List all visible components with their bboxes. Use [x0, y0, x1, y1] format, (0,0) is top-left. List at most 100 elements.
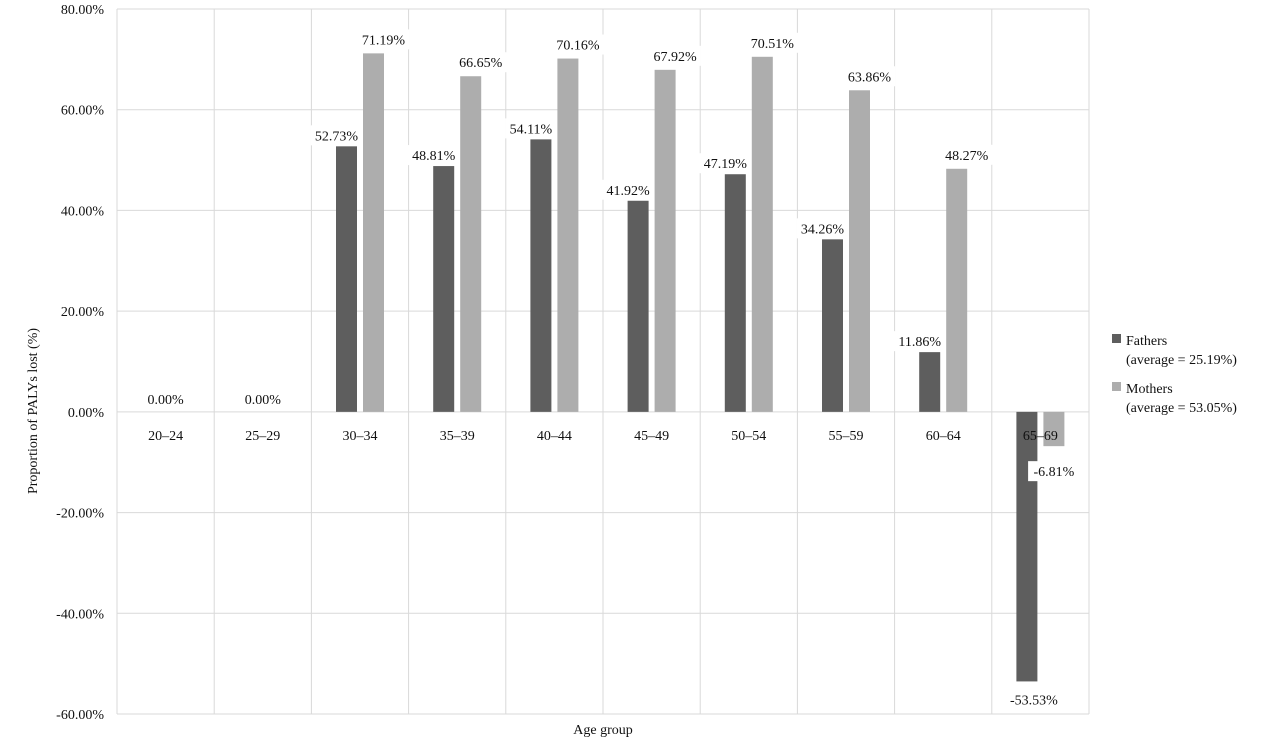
- y-tick-label: -60.00%: [56, 708, 104, 723]
- y-tick-label: 80.00%: [61, 3, 105, 18]
- data-label-fathers: 34.26%: [796, 218, 849, 239]
- data-label-background: [357, 29, 410, 50]
- data-label-background: [843, 66, 896, 87]
- data-label-background: [407, 145, 460, 166]
- data-label-text: 48.27%: [945, 149, 989, 164]
- category-label: 20–24: [148, 429, 183, 444]
- y-tick-label: 20.00%: [61, 305, 105, 320]
- data-label-text: -6.81%: [1033, 465, 1074, 480]
- data-label-text: 70.16%: [556, 39, 600, 54]
- category-labels: 20–24 25–29 30–34 35–39 40–44 45–49 50–54 55–59…: [148, 429, 1058, 444]
- data-label-background: [649, 45, 701, 66]
- legend-swatch-mothers: [1112, 382, 1121, 391]
- data-label-background: [893, 331, 946, 352]
- category-label: 60–64: [926, 429, 961, 444]
- category-label: 55–59: [829, 429, 864, 444]
- data-label-fathers: 0.00%: [240, 388, 285, 409]
- category-label: 35–39: [440, 429, 475, 444]
- data-labels: 0.00% 0.00% 52.73% 71.19% 48.81% 66.65% 54.11%…: [143, 29, 1080, 710]
- data-label-background: [699, 153, 752, 174]
- legend: Fathers (average = 25.19%) Mothers (aver…: [1112, 334, 1237, 416]
- y-tick-label: -20.00%: [56, 507, 104, 522]
- bar-layer: [336, 53, 1065, 682]
- data-label-text: 34.26%: [801, 222, 845, 237]
- bar-fathers-9: [1016, 411, 1038, 682]
- data-label-fathers: 11.86%: [893, 331, 946, 352]
- y-axis-title: Proportion of PALYs lost (%): [26, 328, 41, 494]
- data-label-background: [746, 32, 799, 53]
- data-label-background: [143, 388, 188, 409]
- data-label-background: [240, 388, 285, 409]
- bar-fathers-8: [919, 352, 941, 412]
- data-label-fathers: 0.00%: [143, 388, 188, 409]
- y-tick-label: -40.00%: [56, 607, 104, 622]
- data-label-text: 0.00%: [148, 393, 185, 408]
- legend-label-mothers: Mothers: [1126, 382, 1173, 397]
- data-label-mothers: 63.86%: [843, 66, 896, 87]
- legend-note-fathers: (average = 25.19%): [1126, 353, 1237, 368]
- category-label: 30–34: [343, 429, 378, 444]
- data-label-background: [454, 52, 507, 73]
- bar-fathers-6: [724, 174, 746, 412]
- data-label-background: [1004, 689, 1064, 710]
- bar-mothers-5: [654, 69, 676, 412]
- data-label-mothers: 66.65%: [454, 52, 507, 73]
- category-label: 50–54: [731, 429, 766, 444]
- y-tick-labels: 80.00% 60.00% 40.00% 20.00% 0.00% -20.00% -40.…: [56, 3, 104, 723]
- data-label-fathers: -53.53%: [1004, 689, 1064, 710]
- category-label: 40–44: [537, 429, 572, 444]
- grid-layer: [116, 8, 1090, 715]
- data-label-text: 0.00%: [245, 393, 282, 408]
- data-label-background: [602, 179, 654, 200]
- data-label-background: [940, 144, 993, 165]
- bar-fathers-5: [627, 200, 649, 412]
- data-label-fathers: 47.19%: [699, 153, 752, 174]
- data-label-mothers: 70.16%: [552, 34, 604, 55]
- data-label-mothers: 48.27%: [940, 144, 993, 165]
- y-tick-label: 40.00%: [61, 204, 105, 219]
- data-label-text: -53.53%: [1010, 693, 1058, 708]
- data-label-background: [552, 34, 604, 55]
- bar-mothers-3: [460, 76, 482, 412]
- data-label-mothers: -6.81%: [1028, 461, 1080, 482]
- data-label-text: 66.65%: [459, 56, 503, 71]
- bar-fathers-4: [530, 139, 552, 412]
- category-label: 25–29: [245, 429, 280, 444]
- category-label: 65–69: [1023, 429, 1058, 444]
- data-label-text: 70.51%: [751, 37, 795, 52]
- data-label-text: 11.86%: [898, 335, 941, 350]
- y-tick-label: 0.00%: [68, 406, 105, 421]
- data-label-mothers: 70.51%: [746, 32, 799, 53]
- data-label-text: 47.19%: [704, 157, 748, 172]
- data-label-fathers: 41.92%: [602, 179, 654, 200]
- bar-fathers-7: [822, 239, 843, 412]
- data-label-text: 48.81%: [412, 149, 456, 164]
- bar-fathers-3: [433, 166, 455, 412]
- bar-fathers-2: [336, 146, 357, 412]
- data-label-mothers: 71.19%: [357, 29, 410, 50]
- data-label-text: 41.92%: [607, 184, 651, 199]
- data-label-background: [310, 125, 363, 146]
- legend-label-fathers: Fathers: [1126, 334, 1167, 349]
- bar-mothers-8: [946, 168, 968, 412]
- data-label-text: 63.86%: [848, 70, 892, 85]
- data-label-fathers: 52.73%: [310, 125, 363, 146]
- bar-mothers-2: [363, 53, 384, 412]
- legend-note-mothers: (average = 53.05%): [1126, 401, 1237, 416]
- bar-mothers-9: [1043, 411, 1065, 447]
- data-label-mothers: 67.92%: [649, 45, 701, 66]
- data-label-text: 52.73%: [315, 129, 359, 144]
- category-label: 45–49: [634, 429, 669, 444]
- data-label-fathers: 54.11%: [505, 118, 557, 139]
- data-label-text: 54.11%: [510, 122, 553, 137]
- bar-mothers-4: [557, 58, 579, 412]
- data-label-background: [505, 118, 557, 139]
- data-label-text: 67.92%: [654, 50, 698, 65]
- y-tick-label: 60.00%: [61, 104, 105, 119]
- bar-mothers-7: [849, 90, 870, 412]
- bar-mothers-6: [751, 56, 773, 412]
- data-label-background: [796, 218, 849, 239]
- data-label-background: [1028, 461, 1080, 482]
- data-label-fathers: 48.81%: [407, 145, 460, 166]
